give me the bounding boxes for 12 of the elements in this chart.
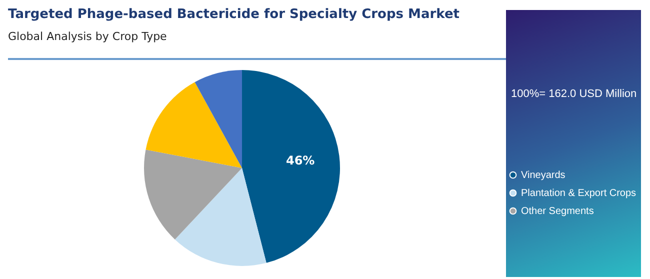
chart-subtitle: Global Analysis by Crop Type (8, 30, 168, 43)
pie-slice (144, 150, 242, 240)
pie-slice (146, 82, 242, 168)
legend-label: Other Segments (521, 206, 594, 217)
data-label: 46% (286, 154, 315, 168)
text: 100%= 162.0 USD Million (511, 88, 638, 100)
legend-label: Plantation & Export Crops (521, 188, 636, 199)
legend-label: Vineyards (521, 170, 566, 181)
pie-slice (242, 70, 340, 263)
pie-slice (194, 70, 242, 168)
pie-slice (174, 168, 266, 266)
chart-title: Targeted Phage-based Bactericide for Specialty Crops Market (8, 7, 460, 22)
